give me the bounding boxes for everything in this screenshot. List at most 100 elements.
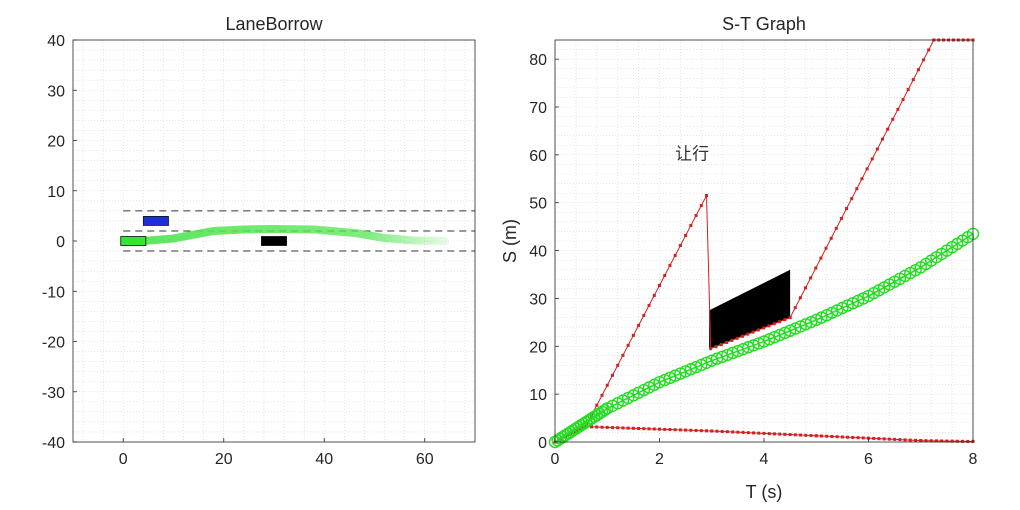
speed-profile-point: [695, 358, 708, 372]
upper-bound-point: [798, 296, 802, 300]
lower-bound-point: [940, 439, 944, 443]
upper-bound-point: [610, 373, 614, 377]
speed-profile-point: [679, 365, 692, 378]
upper-bound-point: [824, 246, 828, 250]
upper-bound-point: [709, 347, 713, 351]
speed-profile-point: [653, 375, 666, 389]
lower-bound-point: [715, 429, 719, 433]
laneborrow-y-tick-label: 20: [47, 134, 65, 151]
lower-bound-point: [647, 427, 651, 431]
upper-bound-point: [600, 393, 604, 397]
lower-bound-point: [757, 431, 761, 435]
laneborrow-data: [120, 210, 475, 252]
lower-bound-point: [600, 425, 604, 429]
laneborrow-x-tick-label: 0: [119, 451, 128, 468]
lower-bound-point: [950, 439, 954, 443]
upper-bound-point: [642, 313, 646, 317]
upper-bound-point: [605, 383, 609, 387]
st-graph-title: S-T Graph: [722, 14, 806, 34]
lower-bound-point: [710, 429, 714, 433]
upper-bound-point: [850, 197, 854, 201]
lower-bound-point: [793, 433, 797, 437]
lower-bound-point: [610, 426, 614, 430]
upper-bound-point: [865, 167, 869, 171]
speed-profile-point: [747, 339, 760, 352]
upper-bound-point: [668, 263, 672, 267]
upper-bound-point: [684, 233, 688, 237]
speed-profile-point: [778, 326, 792, 340]
upper-bound-point: [705, 194, 709, 198]
lower-bound-point: [673, 428, 677, 432]
upper-bound-point: [916, 68, 920, 72]
laneborrow-y-tick-label: -40: [42, 435, 65, 452]
lower-bound-point: [631, 426, 635, 430]
upper-bound-point: [906, 88, 910, 92]
upper-bound-point: [719, 343, 723, 347]
st-graph-y-tick-label: 50: [529, 196, 547, 213]
lower-bound-point: [872, 436, 876, 440]
lower-bound-point: [877, 437, 881, 441]
upper-bound-point: [886, 127, 890, 131]
oncoming-vehicle: [142, 215, 169, 226]
laneborrow-y-tick-label: 0: [56, 234, 65, 251]
upper-bound-point: [891, 117, 895, 121]
upper-bound-point: [595, 403, 599, 407]
upper-bound-point: [875, 147, 879, 151]
upper-bound-point: [778, 320, 782, 324]
lower-bound-point: [914, 438, 918, 442]
lower-bound-point: [736, 430, 740, 434]
upper-bound-point: [616, 363, 620, 367]
lower-bound-point: [846, 435, 850, 439]
upper-bound-point: [714, 345, 718, 349]
lower-bound-point: [741, 430, 745, 434]
lower-bound-point: [819, 434, 823, 438]
lower-bound-point: [642, 427, 646, 431]
laneborrow-x-tick-label: 20: [215, 451, 233, 468]
upper-bound-point: [901, 97, 905, 101]
lower-bound-point: [705, 429, 709, 433]
lower-bound-point: [919, 439, 923, 443]
laneborrow-y-tick-label: 10: [47, 184, 65, 201]
lower-bound-point: [924, 439, 928, 443]
st-graph-x-axis-label: T (s): [746, 482, 783, 502]
st-graph-y-tick-label: 10: [529, 387, 547, 404]
speed-profile-point: [658, 373, 671, 387]
upper-bound-point: [652, 293, 656, 297]
lower-bound-point: [830, 434, 834, 438]
lower-bound-point: [731, 430, 735, 434]
speed-profile-point: [804, 315, 818, 329]
st-graph-y-tick-label: 40: [529, 244, 547, 261]
lower-bound-point: [809, 434, 813, 438]
lower-bound-point: [882, 437, 886, 441]
upper-bound-point: [637, 323, 641, 327]
lower-bound-point: [616, 426, 620, 430]
lower-bound-point: [835, 435, 839, 439]
lower-bound-point: [746, 431, 750, 435]
speed-profile-point: [757, 335, 771, 348]
lower-bound-point: [752, 431, 756, 435]
upper-bound-point: [834, 226, 838, 230]
upper-bound-point: [809, 276, 813, 280]
lower-bound-point: [678, 428, 682, 432]
lower-bound-point: [788, 433, 792, 437]
upper-bound-point: [870, 157, 874, 161]
lower-bound-point: [898, 438, 902, 442]
upper-bound-point: [663, 273, 667, 277]
lower-bound-point: [778, 432, 782, 436]
speed-profile-point: [773, 328, 786, 342]
lower-bound-point: [658, 427, 661, 431]
laneborrow-x-tick-label: 40: [315, 451, 333, 468]
upper-bound-point: [855, 187, 859, 191]
st-graph-y-tick-label: 0: [538, 435, 547, 452]
upper-bound-point: [845, 207, 849, 211]
lower-bound-point: [783, 432, 787, 436]
speed-profile-point: [783, 324, 797, 337]
upper-bound-point: [678, 243, 682, 247]
speed-profile-point: [716, 350, 729, 364]
lower-bound-point: [668, 428, 672, 432]
speed-profile-point: [794, 320, 807, 333]
laneborrow-y-tick-label: -10: [42, 284, 65, 301]
